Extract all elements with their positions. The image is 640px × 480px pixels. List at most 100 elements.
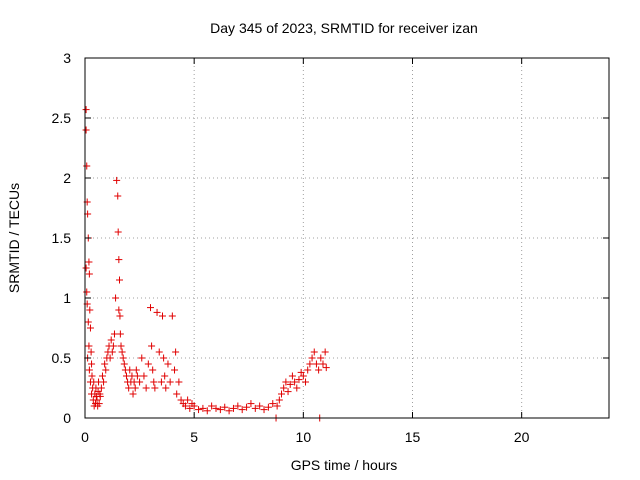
data-point (264, 403, 272, 411)
data-point (85, 270, 93, 278)
data-point (160, 354, 168, 362)
data-point (208, 402, 216, 410)
x-tick-label: 10 (296, 429, 312, 445)
data-point (98, 372, 106, 380)
data-point (212, 404, 220, 412)
data-point (269, 400, 277, 408)
data-point (175, 378, 183, 386)
y-tick-label: 1.5 (52, 230, 72, 246)
data-point (315, 366, 323, 374)
data-point (153, 308, 161, 316)
y-tick-label: 0 (63, 410, 71, 426)
y-tick-labels: 0 0.5 1 1.5 2 2.5 3 (52, 50, 72, 426)
data-point (140, 372, 148, 380)
data-point (184, 396, 192, 404)
data-point (293, 384, 301, 392)
data-point (234, 402, 242, 410)
data-point (247, 400, 255, 408)
data-point (157, 378, 165, 386)
data-point (286, 380, 294, 388)
data-point (101, 360, 109, 368)
data-point (150, 378, 158, 386)
plot-frame (84, 57, 610, 419)
data-point (288, 372, 296, 380)
data-point (166, 378, 174, 386)
data-point (273, 402, 281, 410)
gridlines (85, 58, 609, 418)
data-point (149, 366, 157, 374)
data-point (147, 304, 154, 312)
data-point (131, 384, 139, 392)
data-point (243, 403, 251, 411)
data-point (132, 366, 140, 374)
data-point (115, 256, 123, 264)
data-point (112, 294, 120, 302)
data-point (171, 366, 179, 374)
data-point (82, 106, 90, 114)
data-point (278, 390, 285, 398)
data-point (280, 384, 288, 392)
chart-title: Day 345 of 2023, SRMTID for receiver iza… (210, 20, 478, 36)
data-point (106, 354, 114, 362)
data-point (83, 162, 91, 170)
data-point (148, 342, 156, 350)
data-point (115, 276, 123, 284)
data-point (93, 396, 101, 404)
data-point (117, 342, 125, 350)
data-point (86, 306, 94, 314)
data-point (136, 378, 144, 386)
data-point (168, 312, 176, 320)
data-point (115, 306, 123, 314)
data-point (83, 288, 91, 296)
data-points (82, 106, 330, 422)
data-point (96, 392, 104, 400)
data-point (87, 348, 95, 356)
data-point (151, 384, 159, 392)
y-tick-label: 2.5 (52, 110, 72, 126)
data-point (306, 360, 314, 368)
x-tick-label: 0 (81, 429, 89, 445)
data-point (199, 404, 207, 412)
y-tick-label: 1 (63, 290, 71, 306)
data-point (203, 407, 211, 415)
data-point (138, 354, 146, 362)
data-point (126, 366, 134, 374)
data-point (142, 384, 150, 392)
data-point (116, 312, 124, 320)
data-point (310, 348, 318, 356)
y-tick-label: 0.5 (52, 350, 72, 366)
data-point (251, 404, 259, 412)
data-point (229, 404, 237, 412)
data-point (82, 126, 90, 134)
data-point (144, 360, 152, 368)
data-point (291, 378, 299, 386)
y-tick-label: 3 (63, 50, 71, 66)
data-point (295, 376, 303, 384)
data-point (322, 364, 330, 372)
data-point (195, 406, 203, 414)
data-point (159, 312, 167, 320)
y-tick-label: 2 (63, 170, 71, 186)
data-point (321, 348, 329, 356)
data-point (85, 366, 93, 374)
data-point (297, 368, 305, 376)
data-point (275, 396, 283, 404)
data-point (129, 390, 137, 398)
data-point (133, 372, 141, 380)
data-point (312, 360, 320, 368)
data-point (85, 258, 93, 266)
data-point (161, 372, 169, 380)
data-point (177, 396, 185, 404)
data-point (317, 354, 325, 362)
x-tick-label: 15 (405, 429, 421, 445)
data-point (88, 372, 96, 380)
data-point (114, 192, 122, 200)
data-point (118, 348, 126, 356)
data-point (119, 354, 127, 362)
data-point (238, 406, 246, 414)
axis-ticks (84, 57, 609, 419)
data-point (114, 228, 122, 236)
x-tick-label: 5 (190, 429, 198, 445)
data-point (282, 378, 290, 386)
data-point (108, 348, 116, 356)
